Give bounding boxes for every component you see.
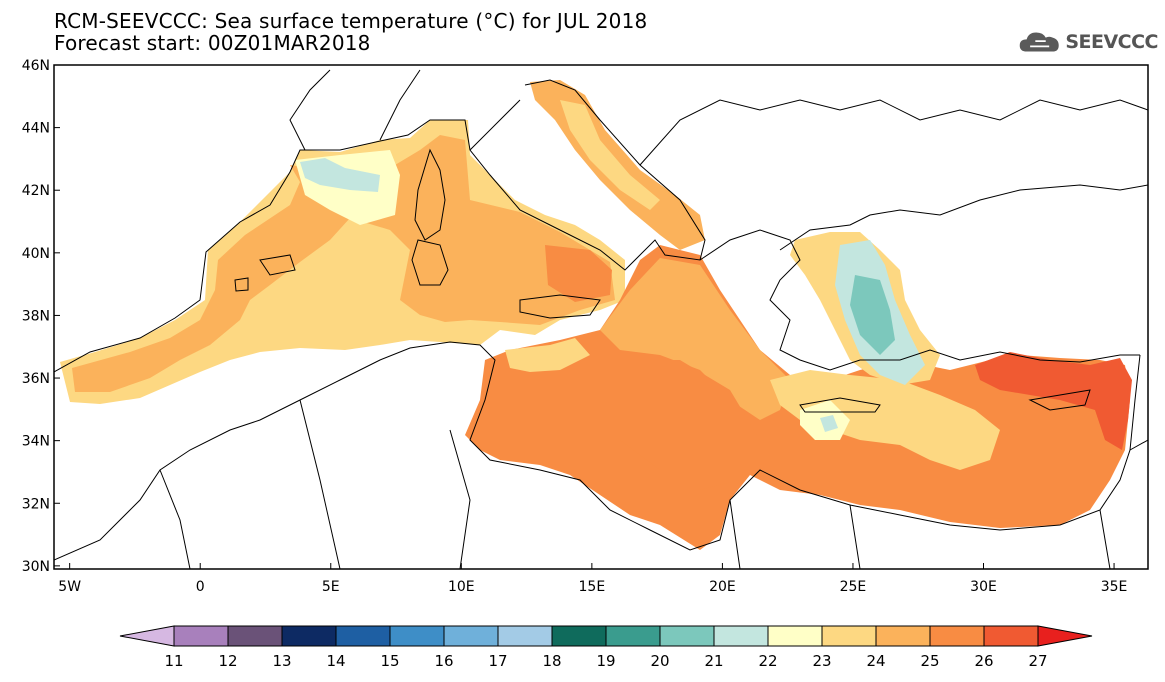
- lat-tick-label: 44N: [22, 121, 50, 137]
- colorbar-swatch: [875, 625, 931, 647]
- colorbar-swatch: [443, 625, 499, 647]
- colorbar-swatch: [389, 625, 445, 647]
- lat-tick-label: 40N: [22, 246, 50, 262]
- lon-tick-label: 0: [196, 579, 205, 595]
- colorbar-label: 12: [218, 652, 237, 670]
- colorbar-swatch: [227, 625, 283, 647]
- title-line-1: RCM-SEEVCCC: Sea surface temperature (°C…: [54, 9, 648, 33]
- cloud-icon: [1019, 32, 1059, 52]
- colorbar-swatch: [605, 625, 661, 647]
- colorbar-swatch: [767, 625, 823, 647]
- colorbar-label: 22: [758, 652, 777, 670]
- sst-region-sicily-channel: [505, 338, 590, 372]
- colorbar-swatch: [497, 625, 553, 647]
- longitude-axis: 5W 0 5E 10E 15E 20E 25E 30E 35E: [58, 563, 1127, 595]
- title-line-2: Forecast start: 00Z01MAR2018: [54, 31, 371, 55]
- colorbar-label: 23: [812, 652, 831, 670]
- colorbar-label: 18: [542, 652, 561, 670]
- lat-tick-label: 38N: [22, 308, 50, 324]
- map-title: RCM-SEEVCCC: Sea surface temperature (°C…: [54, 10, 647, 54]
- lat-tick-label: 30N: [22, 559, 50, 575]
- colorbar-swatch: [713, 625, 769, 647]
- colorbar-label: 15: [380, 652, 399, 670]
- colorbar-label: 21: [704, 652, 723, 670]
- colorbar-label: 14: [326, 652, 345, 670]
- seevccc-logo: SEEVCCC: [1018, 24, 1158, 60]
- lon-tick-label: 5W: [58, 579, 81, 595]
- colorbar-label: 19: [596, 652, 615, 670]
- colorbar-swatch: [173, 625, 229, 647]
- colorbar-swatch: [983, 625, 1039, 647]
- colorbar-high-arrow: [1037, 625, 1093, 647]
- sst-region-south-aegean: [770, 370, 1000, 470]
- lat-tick-label: 42N: [22, 183, 50, 199]
- colorbar-label: 11: [164, 652, 183, 670]
- lat-tick-label: 32N: [22, 496, 50, 512]
- latitude-axis: 46N 44N 42N 40N 38N 36N 34N 32N 30N: [22, 58, 60, 575]
- colorbar-low-arrow: [119, 625, 175, 647]
- lon-tick-label: 10E: [448, 579, 475, 595]
- coastlines: [54, 69, 1148, 569]
- map-frame: [53, 64, 1149, 570]
- lon-tick-label: 15E: [579, 579, 606, 595]
- sst-region-crete-cool-2: [820, 415, 838, 432]
- colorbar-label: 24: [866, 652, 885, 670]
- sst-field: [60, 80, 1132, 550]
- sst-region-aegean-cold: [850, 275, 895, 355]
- colorbar-label: 13: [272, 652, 291, 670]
- sst-region-tyrrhenian-warm: [545, 245, 612, 302]
- sst-region-libyan-sea: [600, 360, 760, 490]
- colorbar-label: 20: [650, 652, 669, 670]
- colorbar-swatch: [821, 625, 877, 647]
- lon-tick-label: 35E: [1101, 579, 1128, 595]
- sst-region-ionian: [600, 258, 790, 420]
- lon-tick-label: 20E: [709, 579, 736, 595]
- colorbar-swatch: [281, 625, 337, 647]
- lon-tick-label: 25E: [840, 579, 867, 595]
- lat-tick-label: 34N: [22, 434, 50, 450]
- lon-tick-label: 5E: [322, 579, 340, 595]
- lat-tick-label: 36N: [22, 371, 50, 387]
- colorbar: 11 12 13 14 15 16 17 18 19 20 21 22 23 24 25 26 27: [119, 625, 1093, 670]
- colorbar-swatch: [335, 625, 391, 647]
- lat-tick-label: 46N: [22, 58, 50, 74]
- colorbar-label: 27: [1028, 652, 1047, 670]
- sst-region-levantine-hot: [975, 352, 1132, 450]
- colorbar-swatch: [659, 625, 715, 647]
- sst-region-gulf-of-lion-cool: [300, 158, 380, 192]
- colorbar-label: 26: [974, 652, 993, 670]
- colorbar-label: 25: [920, 652, 939, 670]
- colorbar-swatch: [929, 625, 985, 647]
- logo-text: SEEVCCC: [1065, 31, 1158, 53]
- colorbar-label: 16: [434, 652, 453, 670]
- sst-region-adriatic-cool: [560, 100, 660, 210]
- colorbar-label: 17: [488, 652, 507, 670]
- lon-tick-label: 30E: [970, 579, 997, 595]
- sst-region-western-warm: [72, 135, 615, 392]
- colorbar-swatch: [551, 625, 607, 647]
